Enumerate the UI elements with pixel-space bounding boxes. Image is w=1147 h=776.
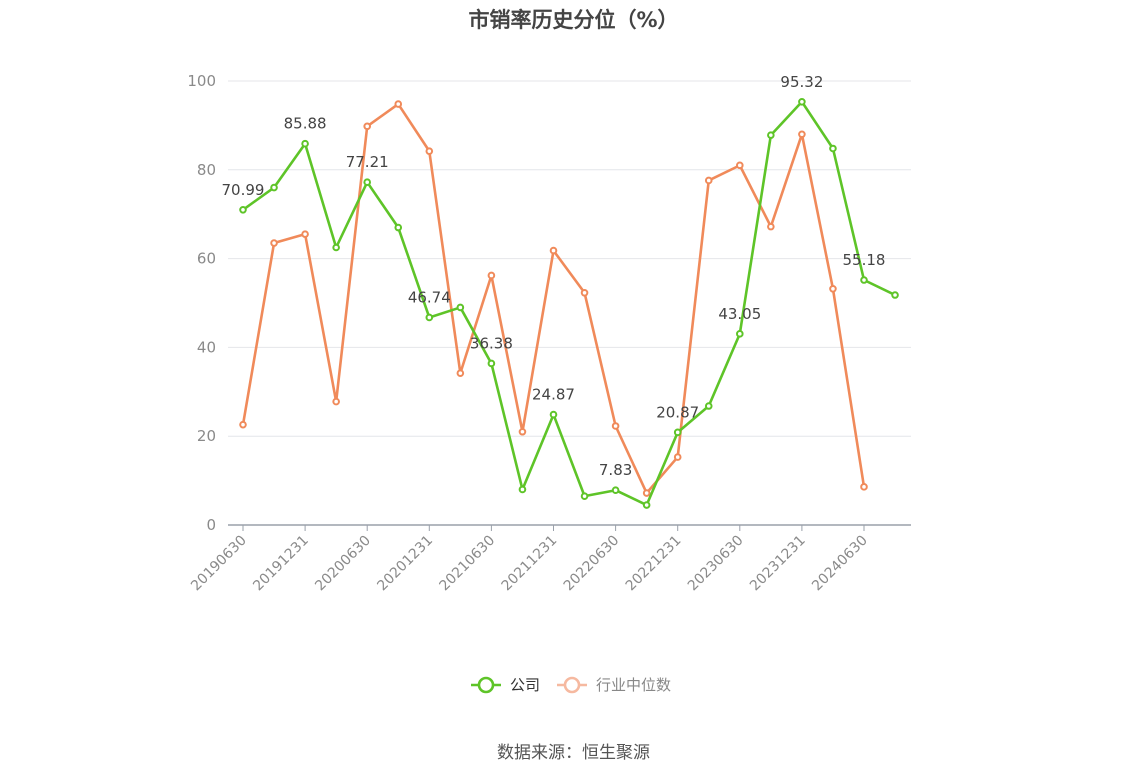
chart-title: 市销率历史分位（%） <box>468 8 679 32</box>
company-data-point[interactable] <box>642 501 651 509</box>
legend[interactable]: 公司 行业中位数 <box>471 676 671 694</box>
data-label: 55.18 <box>843 251 886 269</box>
company-data-point[interactable] <box>301 139 309 148</box>
data-label: 43.05 <box>718 305 761 323</box>
company-data-point[interactable] <box>611 486 620 495</box>
y-tick-label: 40 <box>197 338 216 356</box>
x-tick-label: 20231231 <box>747 533 809 595</box>
legend-item-company[interactable]: 公司 <box>471 676 540 694</box>
y-tick-label: 20 <box>197 427 216 445</box>
company-data-point[interactable] <box>425 313 434 322</box>
data-label: 77.21 <box>346 153 389 171</box>
industry-data-point[interactable] <box>332 397 340 406</box>
legend-marker <box>477 676 495 694</box>
grid-layer <box>228 80 911 437</box>
company-data-point[interactable] <box>239 206 247 214</box>
industry-data-point[interactable] <box>363 122 372 131</box>
industry-data-point[interactable] <box>736 161 744 170</box>
x-tick-label: 20200630 <box>312 533 374 595</box>
company-data-point[interactable] <box>891 291 899 299</box>
label-layer: 70.99 85.88 77.21 46.74 36.38 24.87 7.83 20.87 4… <box>222 73 886 479</box>
industry-data-point[interactable] <box>549 246 558 255</box>
industry-data-point[interactable] <box>704 176 713 185</box>
data-label: 46.74 <box>408 288 451 306</box>
data-label: 20.87 <box>656 403 699 421</box>
industry-data-point[interactable] <box>642 489 651 497</box>
x-tick-label: 20230630 <box>685 533 747 595</box>
industry-data-point[interactable] <box>673 453 682 461</box>
company-data-point[interactable] <box>580 492 589 500</box>
x-tick-label: 20221231 <box>623 533 685 595</box>
series-layer <box>239 97 899 509</box>
industry-data-point[interactable] <box>767 222 775 231</box>
legend-marker <box>563 676 581 694</box>
company-data-point[interactable] <box>798 97 806 106</box>
y-tick-label: 60 <box>197 250 216 268</box>
industry-data-point[interactable] <box>611 422 620 430</box>
x-tick-label: 20240630 <box>809 533 871 595</box>
data-label: 7.83 <box>599 461 632 479</box>
data-label: 70.99 <box>222 181 265 199</box>
industry-data-point[interactable] <box>580 288 589 297</box>
y-tick-label: 0 <box>206 516 216 534</box>
industry-data-point[interactable] <box>456 369 465 377</box>
data-label: 36.38 <box>470 334 513 352</box>
company-data-point[interactable] <box>829 144 837 153</box>
company-data-point[interactable] <box>549 410 558 419</box>
company-data-point[interactable] <box>860 276 868 284</box>
industry-data-point[interactable] <box>518 427 527 436</box>
industry-data-point[interactable] <box>860 483 868 491</box>
industry-data-point[interactable] <box>798 130 806 139</box>
industry-data-point[interactable] <box>829 284 837 293</box>
x-tick-label: 20191231 <box>250 533 312 595</box>
legend-label: 行业中位数 <box>596 676 671 694</box>
company-data-point[interactable] <box>363 178 372 186</box>
company-data-point[interactable] <box>767 131 775 139</box>
company-data-point[interactable] <box>270 183 278 192</box>
x-tick-label: 20210630 <box>437 533 499 595</box>
company-data-point[interactable] <box>456 303 465 312</box>
data-label: 24.87 <box>532 386 575 404</box>
x-tick-label: 20190630 <box>188 533 250 595</box>
legend-item-industry[interactable]: 行业中位数 <box>557 676 671 694</box>
data-label: 85.88 <box>284 115 327 133</box>
company-data-point[interactable] <box>736 330 744 338</box>
industry-data-point[interactable] <box>487 271 496 280</box>
industry-data-point[interactable] <box>301 230 309 238</box>
company-data-point[interactable] <box>487 359 496 368</box>
axis-layer: 0 20 40 60 80 100 20190630 20191231 20200630 2020… <box>187 72 911 594</box>
data-label: 95.32 <box>780 73 823 91</box>
industry-series-line <box>241 102 866 495</box>
company-data-point[interactable] <box>518 485 527 494</box>
x-tick-label: 20211231 <box>499 533 561 595</box>
y-tick-label: 80 <box>197 161 216 179</box>
company-data-point[interactable] <box>673 428 682 437</box>
industry-data-point[interactable] <box>239 420 247 429</box>
company-data-point[interactable] <box>332 243 340 252</box>
industry-data-point[interactable] <box>425 147 434 155</box>
company-data-point[interactable] <box>394 223 403 232</box>
source-note: 数据来源：恒生聚源 <box>497 743 650 763</box>
legend-label: 公司 <box>510 676 540 694</box>
company-series-line <box>242 100 896 507</box>
x-tick-label: 20220630 <box>561 533 623 595</box>
y-tick-label: 100 <box>187 72 216 90</box>
company-data-point[interactable] <box>704 402 713 410</box>
industry-data-point[interactable] <box>270 239 278 247</box>
industry-data-point[interactable] <box>394 100 403 108</box>
x-tick-label: 20201231 <box>374 533 436 595</box>
